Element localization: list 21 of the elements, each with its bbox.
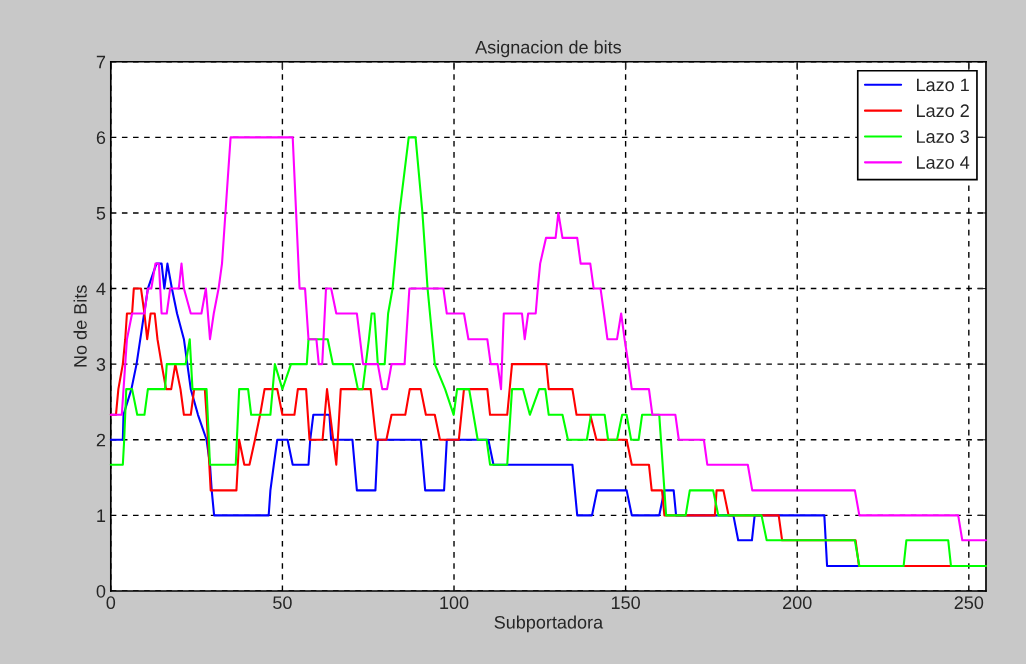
y-axis-title: No de Bits bbox=[73, 285, 87, 367]
y-tick-label: 7 bbox=[96, 55, 106, 69]
y-tick-label: 5 bbox=[96, 207, 106, 220]
y-tick-label: 1 bbox=[97, 509, 106, 522]
x-tick-label: 250 bbox=[954, 596, 984, 610]
y-tick-label: 4 bbox=[96, 282, 106, 296]
y-tick-label: 6 bbox=[96, 131, 106, 145]
x-tick-label: 50 bbox=[273, 596, 292, 610]
x-axis-title: Subportadora bbox=[494, 615, 604, 633]
y-tick-label: 2 bbox=[96, 433, 106, 447]
x-tick-label: 0 bbox=[106, 596, 116, 610]
x-tick-label: 100 bbox=[440, 596, 469, 610]
legend-label: Lazo 2 bbox=[917, 104, 969, 118]
chart-title: Asignacion de bits bbox=[475, 40, 622, 58]
x-tick-label: 150 bbox=[611, 596, 640, 610]
legend-label: Lazo 4 bbox=[917, 156, 970, 169]
legend-label: Lazo 3 bbox=[917, 130, 969, 143]
legend-label: Lazo 1 bbox=[917, 78, 969, 92]
y-tick-label: 3 bbox=[96, 358, 106, 371]
x-tick-label: 200 bbox=[783, 596, 812, 610]
y-tick-label: 0 bbox=[96, 584, 106, 598]
